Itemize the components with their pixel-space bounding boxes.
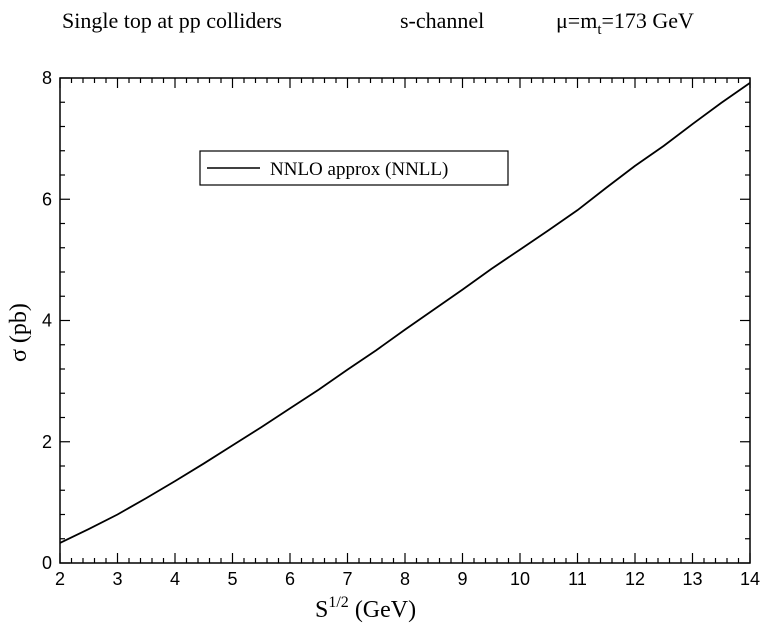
header-scale-mu: μ=m <box>556 8 597 33</box>
y-tick-label: 6 <box>42 189 52 209</box>
x-tick-label: 3 <box>112 569 122 589</box>
x-tick-label: 10 <box>510 569 530 589</box>
series-layer <box>59 82 751 544</box>
x-tick-label: 12 <box>625 569 645 589</box>
legend-label-nnlo: NNLO approx (NNLL) <box>270 159 448 180</box>
y-axis-label: σ (pb) <box>6 303 32 362</box>
x-axis-label-unit: (GeV) <box>349 597 416 623</box>
y-tick-label: 4 <box>42 311 52 331</box>
x-tick-label: 4 <box>170 569 180 589</box>
x-tick-label: 2 <box>55 569 65 589</box>
x-tick-label: 9 <box>457 569 467 589</box>
header-channel: s-channel <box>400 8 484 33</box>
y-tick-label: 8 <box>42 68 52 88</box>
x-tick-label: 6 <box>285 569 295 589</box>
header-scale-value: =173 GeV <box>602 8 695 33</box>
header-process: Single top at pp colliders <box>62 8 282 33</box>
x-tick-label: 5 <box>227 569 237 589</box>
x-tick-label: 14 <box>740 569 760 589</box>
x-tick-label: 13 <box>682 569 702 589</box>
header-scale-sub: t <box>597 22 602 38</box>
header-scale: μ=mt=173 GeV <box>556 8 694 38</box>
legend: NNLO approx (NNLL) <box>199 150 509 186</box>
y-tick-label: 2 <box>42 432 52 452</box>
x-tick-label: 8 <box>400 569 410 589</box>
x-tick-label: 7 <box>342 569 352 589</box>
x-axis-label: S1/2 (GeV) <box>315 594 416 623</box>
y-axis-label-unit: (pb) <box>6 303 32 349</box>
x-axis-label-sup: 1/2 <box>328 594 348 611</box>
y-axis-label-symbol: σ <box>6 349 32 362</box>
series-line-0 <box>59 82 751 544</box>
x-axis-label-main: S <box>315 597 328 623</box>
x-tick-label: 11 <box>568 569 587 589</box>
y-tick-label: 0 <box>42 553 52 573</box>
